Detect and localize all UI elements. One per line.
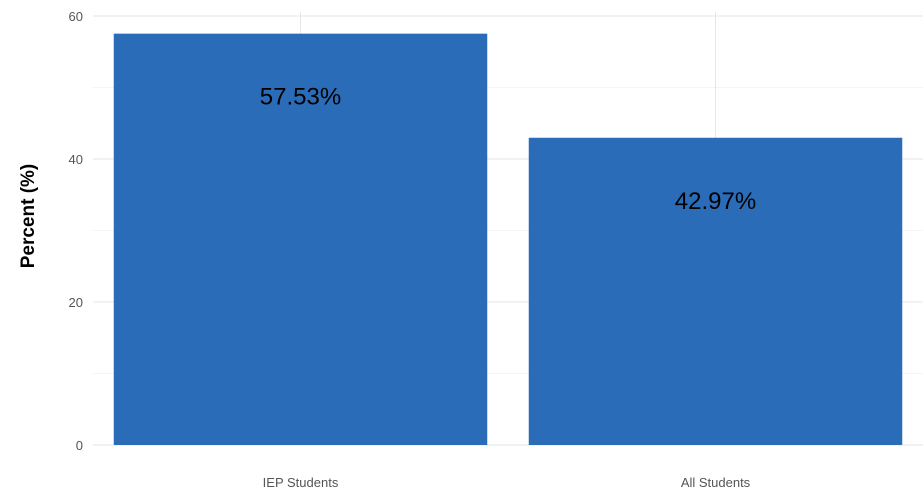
y-tick-label: 40 (69, 152, 83, 167)
x-tick-label: IEP Students (263, 475, 339, 489)
bar-data-labels: 57.53% 42.97% (260, 84, 756, 215)
bar-data-label: 42.97% (675, 188, 756, 215)
x-axis-ticks: IEP Students All Students (263, 475, 751, 489)
bar (528, 137, 903, 445)
y-tick-label: 0 (76, 438, 83, 453)
x-tick-label: All Students (681, 475, 751, 489)
bars (113, 33, 903, 446)
bar-data-label: 57.53% (260, 84, 341, 111)
y-tick-label: 60 (69, 9, 83, 24)
y-axis-ticks: 0 20 40 60 (69, 9, 83, 453)
y-axis-title: Percent (%) (18, 164, 39, 269)
bar (113, 33, 488, 446)
y-tick-label: 20 (69, 295, 83, 310)
